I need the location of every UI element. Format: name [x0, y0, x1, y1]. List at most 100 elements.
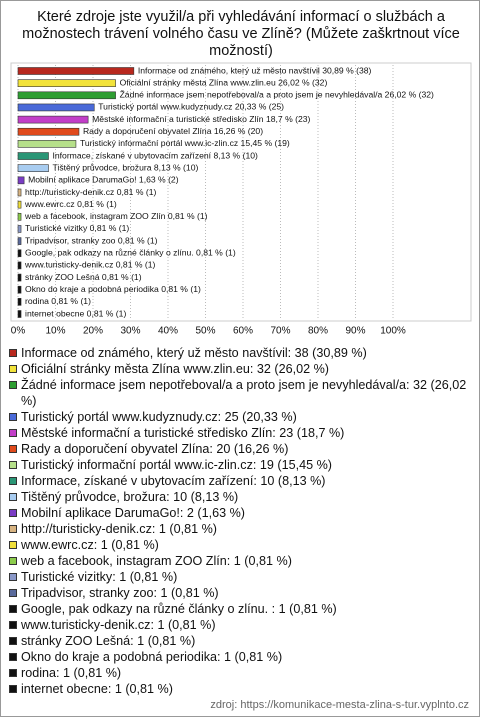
- bar-label: Turistické vizitky 0,81 % (1): [25, 223, 129, 233]
- bar-label: http://turisticky-denik.cz 0,81 % (1): [25, 187, 156, 197]
- legend-item: Turistický informační portál www.ic-zlin…: [9, 457, 475, 473]
- bar-label: Informace, získané v ubytovacím zařízení…: [52, 150, 258, 160]
- legend-swatch: [9, 573, 17, 581]
- bar-label: Informace od známého, který už město nav…: [138, 65, 372, 75]
- bar-label: Turistický informační portál www.ic-zlin…: [80, 138, 290, 148]
- bar: [17, 91, 116, 100]
- legend-swatch: [9, 429, 17, 437]
- chart: 0% 10% 20% 30% 40% 50% 60% 70% 80% 90% 100% Informa…: [10, 62, 472, 337]
- legend-item: Informace od známého, který už město nav…: [9, 345, 475, 361]
- bar: [17, 213, 22, 221]
- bar: [17, 115, 89, 124]
- legend-label: Rady a doporučení obyvatel Zlína: 20 (16…: [21, 442, 289, 456]
- bar: [17, 298, 22, 306]
- legend-item: Google, pak odkazy na různé články o zlí…: [9, 601, 475, 617]
- legend-label: Oficiální stránky města Zlína www.zlin.e…: [21, 362, 329, 376]
- legend-swatch: [9, 365, 17, 373]
- x-tick-label: 40%: [158, 326, 178, 337]
- bar: [17, 200, 22, 209]
- x-tick-label: 30%: [120, 326, 140, 337]
- legend-label: Tripadvisor, stranky zoo: 1 (0,81 %): [21, 586, 219, 600]
- bar: [17, 225, 22, 233]
- bar: [17, 127, 80, 136]
- legend-label: Turistické vizitky: 1 (0,81 %): [21, 570, 178, 584]
- legend-label: Informace, získané v ubytovacím zařízení…: [21, 474, 326, 488]
- legend-swatch: [9, 493, 17, 501]
- bar: [17, 273, 22, 282]
- legend-swatch: [9, 685, 17, 693]
- bar: [17, 152, 49, 160]
- bar-label: Městské informační a turistické středisk…: [92, 114, 310, 124]
- legend-label: Tištěný průvodce, brožura: 10 (8,13 %): [21, 490, 239, 504]
- legend-label: Městské informační a turistické středisk…: [21, 426, 345, 440]
- bar-label: web a facebook, instagram ZOO Zlín 0,81 …: [24, 211, 208, 221]
- x-tick-label: 10%: [45, 326, 65, 337]
- legend-swatch: [9, 461, 17, 469]
- legend-item: Okno do kraje a podobná periodika: 1 (0,…: [9, 649, 475, 665]
- bar-label: Okno do kraje a podobná periodika 0,81 %…: [25, 284, 201, 294]
- legend-label: internet obecne: 1 (0,81 %): [21, 682, 173, 696]
- legend-item: Turistický portál www.kudyznudy.cz: 25 (…: [9, 409, 475, 425]
- legend-item: Informace, získané v ubytovacím zařízení…: [9, 473, 475, 489]
- bar-label: Mobilní aplikace DarumaGo! 1,63 % (2): [28, 175, 179, 185]
- legend-swatch: [9, 605, 17, 613]
- legend-swatch: [9, 621, 17, 629]
- bar-label: internet obecne 0,81 % (1): [25, 308, 126, 318]
- legend-item: Městské informační a turistické středisk…: [9, 425, 475, 441]
- x-tick-label: 90%: [345, 326, 365, 337]
- legend: Informace od známého, který už město nav…: [9, 345, 475, 697]
- legend-label: Okno do kraje a podobná periodika: 1 (0,…: [21, 650, 283, 664]
- legend-item: Turistické vizitky: 1 (0,81 %): [9, 569, 475, 585]
- bar: [17, 140, 77, 148]
- plot-frame: [10, 62, 472, 322]
- legend-item: stránky ZOO Lešná: 1 (0,81 %): [9, 633, 475, 649]
- legend-swatch: [9, 381, 17, 389]
- legend-swatch: [9, 525, 17, 533]
- legend-item: Tištěný průvodce, brožura: 10 (8,13 %): [9, 489, 475, 505]
- legend-label: www.turisticky-denik.cz: 1 (0,81 %): [21, 618, 216, 632]
- bar: [17, 237, 22, 245]
- legend-item: rodina: 1 (0,81 %): [9, 665, 475, 681]
- bar-label: Rady a doporučení obyvatel Zlína 16,26 %…: [83, 126, 263, 136]
- bar: [17, 249, 22, 258]
- x-tick-label: 100%: [380, 326, 406, 337]
- legend-label: rodina: 1 (0,81 %): [21, 666, 122, 680]
- legend-swatch: [9, 653, 17, 661]
- legend-swatch: [9, 413, 17, 421]
- x-tick-label: 60%: [233, 326, 253, 337]
- bar-label: rodina 0,81 % (1): [25, 296, 91, 306]
- bar: [17, 261, 22, 270]
- bar-label: Tištěný průvodce, brožura 8,13 % (10): [52, 162, 198, 172]
- legend-item: Rady a doporučení obyvatel Zlína: 20 (16…: [9, 441, 475, 457]
- legend-item: Žádné informace jsem nepotřeboval/a a pr…: [9, 377, 475, 409]
- bar-label: Tripadvisor, stranky zoo 0,81 % (1): [25, 235, 158, 245]
- legend-item: www.turisticky-denik.cz: 1 (0,81 %): [9, 617, 475, 633]
- legend-label: www.ewrc.cz: 1 (0,81 %): [21, 538, 159, 552]
- bar: [17, 176, 25, 185]
- legend-label: Google, pak odkazy na různé články o zlí…: [21, 602, 337, 616]
- x-tick-label: 0%: [11, 326, 26, 337]
- bar: [17, 103, 95, 112]
- legend-label: http://turisticky-denik.cz: 1 (0,81 %): [21, 522, 217, 536]
- legend-swatch: [9, 541, 17, 549]
- bar: [17, 310, 22, 318]
- legend-label: Žádné informace jsem nepotřeboval/a a pr…: [21, 378, 467, 408]
- bar: [17, 67, 135, 75]
- legend-swatch: [9, 477, 17, 485]
- x-tick-label: 20%: [83, 326, 103, 337]
- legend-swatch: [9, 589, 17, 597]
- legend-swatch: [9, 445, 17, 453]
- bar: [17, 188, 22, 197]
- legend-item: www.ewrc.cz: 1 (0,81 %): [9, 537, 475, 553]
- legend-swatch: [9, 509, 17, 517]
- chart-title: Které zdroje jste využil/a při vyhledává…: [22, 9, 460, 59]
- legend-item: Oficiální stránky města Zlína www.zlin.e…: [9, 361, 475, 377]
- legend-item: Tripadvisor, stranky zoo: 1 (0,81 %): [9, 585, 475, 601]
- bar-label: Žádné informace jsem nepotřeboval/a a pr…: [120, 90, 434, 100]
- legend-swatch: [9, 349, 17, 357]
- bar-label: Google, pak odkazy na různé články o zlí…: [25, 248, 236, 258]
- bar-label: Oficiální stránky města Zlína www.zlin.e…: [120, 77, 328, 87]
- x-tick-label: 80%: [308, 326, 328, 337]
- bar-label: www.turisticky-denik.cz 0,81 % (1): [24, 260, 156, 270]
